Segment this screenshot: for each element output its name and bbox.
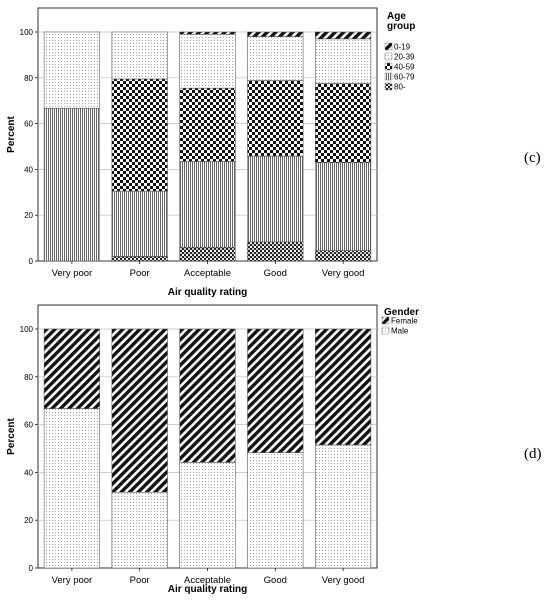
- y-tick-label-gender-40: 40: [24, 468, 33, 477]
- legend-swatch-age-60-79: [384, 72, 393, 81]
- bar-gender-Male-very-good: [315, 444, 372, 569]
- y-tick-label-age-100: 100: [20, 28, 34, 37]
- bar-age-60-79-very-poor: [43, 108, 100, 262]
- bar-age-40-59-good: [247, 80, 304, 157]
- bar-age-20-39-very-good: [315, 38, 372, 84]
- panel-label-c: (c): [524, 150, 541, 166]
- bar-age-0-19-very-good: [315, 31, 372, 40]
- x-tick-label-age-good: Good: [264, 268, 287, 279]
- bar-gender-Female-acceptable: [179, 328, 236, 463]
- legend-label-age-0-19: 0-19: [394, 43, 411, 52]
- bar-age-20-39-acceptable: [179, 34, 236, 89]
- y-tick-label-age-40: 40: [24, 165, 33, 174]
- y-tick-label-gender-60: 60: [24, 421, 33, 430]
- bar-age-40-59-very-good: [315, 83, 372, 163]
- bar-age-80--very-good: [315, 250, 372, 262]
- bar-age-80--poor: [111, 256, 168, 262]
- legend-label-gender-Female: Female: [391, 317, 418, 326]
- legend-swatch-age-0-19: [384, 42, 393, 51]
- bar-gender-Male-good: [247, 452, 304, 569]
- x-axis-title-gender: Air quality rating: [168, 584, 247, 595]
- bar-age-20-39-poor: [111, 31, 168, 80]
- legend-label-age-80-: 80-: [394, 83, 406, 92]
- bar-gender-Female-very-good: [315, 328, 372, 446]
- legend-title-age-0: Age: [387, 11, 406, 22]
- legend-title-age-1: group: [387, 21, 415, 32]
- chart-age-group: 0 20 40 60 80 100 Very poor Poor Acceptable Good V…: [6, 7, 415, 298]
- x-tick-label-age-very-good: Very good: [322, 268, 365, 279]
- x-tick-label-age-poor: Poor: [130, 268, 150, 279]
- y-tick-label-age-20: 20: [24, 211, 33, 220]
- legend-swatch-gender-Female: [381, 316, 390, 325]
- legend-label-age-40-59: 40-59: [394, 63, 415, 72]
- legend-title-gender-0: Gender: [384, 307, 419, 318]
- y-tick-label-age-80: 80: [24, 74, 33, 83]
- bar-gender-Male-acceptable: [179, 462, 236, 569]
- bar-age-60-79-poor: [111, 190, 168, 257]
- bar-age-60-79-good: [247, 155, 304, 243]
- legend-label-age-60-79: 60-79: [394, 73, 415, 82]
- bar-age-80--good: [247, 241, 304, 262]
- bar-age-0-19-good: [247, 31, 304, 37]
- y-axis-title-age: Percent: [6, 115, 17, 152]
- panel-label-d: (d): [524, 446, 542, 462]
- x-tick-label-age-acceptable: Acceptable: [184, 268, 231, 279]
- bar-age-60-79-acceptable: [179, 161, 236, 248]
- legend-swatch-gender-Male: [381, 326, 390, 335]
- y-tick-label-gender-100: 100: [20, 325, 34, 334]
- x-tick-label-age-very-poor: Very poor: [52, 268, 93, 279]
- x-tick-label-gender-acceptable: Acceptable: [184, 575, 231, 586]
- chart-gender: 0 20 40 60 80 100 Very poor Poor Acceptable Good V…: [6, 304, 419, 595]
- bar-age-80--acceptable: [179, 247, 236, 262]
- legend-label-gender-Male: Male: [391, 327, 409, 336]
- bar-age-20-39-very-poor: [43, 31, 100, 109]
- y-axis-title-gender: Percent: [6, 417, 17, 454]
- bar-age-0-19-acceptable: [179, 31, 236, 35]
- x-tick-label-gender-very-good: Very good: [322, 575, 365, 586]
- bar-age-60-79-very-good: [315, 162, 372, 251]
- bar-gender-Male-poor: [111, 491, 168, 569]
- bar-gender-Female-good: [247, 328, 304, 453]
- bar-gender-Female-very-poor: [43, 328, 100, 409]
- x-axis-title-age: Air quality rating: [168, 287, 247, 298]
- bar-gender-Male-very-poor: [43, 408, 100, 569]
- y-tick-label-gender-80: 80: [24, 373, 33, 382]
- legend-label-age-20-39: 20-39: [394, 53, 415, 62]
- legend-swatch-age-20-39: [384, 52, 393, 61]
- y-tick-label-age-0: 0: [29, 257, 34, 266]
- bar-gender-Female-poor: [111, 328, 168, 493]
- legend-swatch-age-80-: [384, 82, 393, 91]
- legend-swatch-age-40-59: [384, 62, 393, 71]
- x-tick-label-gender-very-poor: Very poor: [52, 575, 93, 586]
- x-tick-label-gender-good: Good: [264, 575, 287, 586]
- bar-age-20-39-good: [247, 36, 304, 81]
- y-tick-label-gender-0: 0: [29, 564, 34, 573]
- y-tick-label-age-60: 60: [24, 120, 33, 129]
- bar-age-40-59-poor: [111, 78, 168, 192]
- y-tick-label-gender-20: 20: [24, 516, 33, 525]
- bar-age-40-59-acceptable: [179, 87, 236, 162]
- x-tick-label-gender-poor: Poor: [130, 575, 150, 586]
